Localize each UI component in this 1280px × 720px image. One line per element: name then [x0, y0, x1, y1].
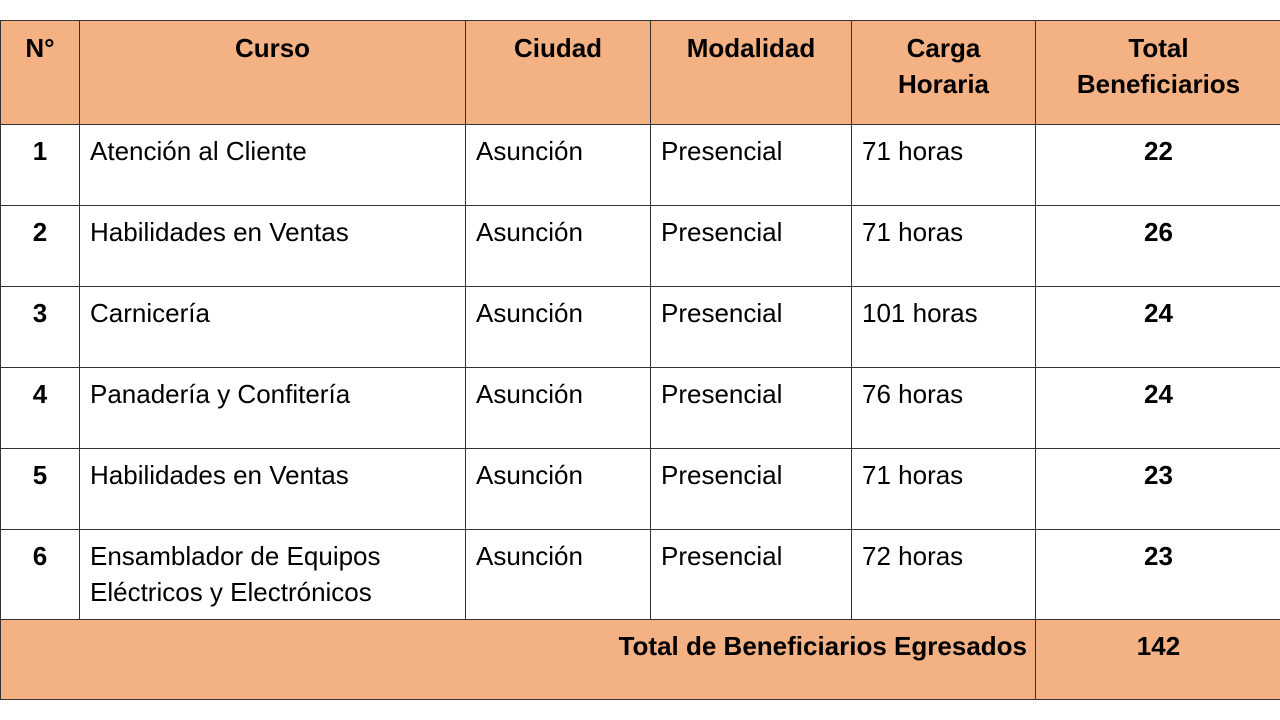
cell-num: 1 — [0, 124, 80, 206]
cell-modalidad: Presencial — [650, 124, 852, 206]
cell-modalidad: Presencial — [650, 529, 852, 620]
cell-total: 23 — [1035, 448, 1280, 530]
cell-total: 24 — [1035, 367, 1280, 449]
cell-curso: Panadería y Confitería — [79, 367, 466, 449]
table-footer: Total de Beneficiarios Egresados 142 — [0, 619, 1280, 700]
total-row: Total de Beneficiarios Egresados 142 — [0, 619, 1280, 700]
table-row: 6 Ensamblador de Equipos Eléctricos y Ele… — [0, 529, 1280, 620]
cell-carga: 101 horas — [851, 286, 1036, 368]
total-label: Total de Beneficiarios Egresados — [0, 619, 1036, 700]
cell-carga: 71 horas — [851, 124, 1036, 206]
header-row: N° Curso Ciudad Modalidad Carga Horaria T… — [0, 20, 1280, 125]
header-num: N° — [0, 20, 80, 125]
table-row: 3 Carnicería Asunción Presencial 101 hor… — [0, 286, 1280, 368]
table-row: 2 Habilidades en Ventas Asunción Presenc… — [0, 205, 1280, 287]
header-carga-line2: Horaria — [897, 69, 990, 99]
cell-num: 3 — [0, 286, 80, 368]
cell-carga: 71 horas — [851, 205, 1036, 287]
cell-curso: Atención al Cliente — [79, 124, 466, 206]
header-total-line2: Beneficiarios — [1076, 69, 1241, 99]
cell-carga: 76 horas — [851, 367, 1036, 449]
table-row: 5 Habilidades en Ventas Asunción Presenc… — [0, 448, 1280, 530]
cell-total: 23 — [1035, 529, 1280, 620]
beneficiaries-table: N° Curso Ciudad Modalidad Carga Horaria T… — [0, 20, 1280, 700]
cell-ciudad: Asunción — [465, 529, 651, 620]
cell-ciudad: Asunción — [465, 448, 651, 530]
cell-ciudad: Asunción — [465, 124, 651, 206]
cell-carga: 71 horas — [851, 448, 1036, 530]
cell-num: 5 — [0, 448, 80, 530]
cell-total: 26 — [1035, 205, 1280, 287]
header-curso: Curso — [79, 20, 466, 125]
header-carga-line1: Carga — [906, 33, 981, 63]
cell-modalidad: Presencial — [650, 448, 852, 530]
cell-modalidad: Presencial — [650, 286, 852, 368]
cell-ciudad: Asunción — [465, 367, 651, 449]
table-header: N° Curso Ciudad Modalidad Carga Horaria T… — [0, 20, 1280, 125]
total-value: 142 — [1035, 619, 1280, 700]
cell-curso-line2: Eléctricos y Electrónicos — [90, 577, 372, 607]
cell-modalidad: Presencial — [650, 367, 852, 449]
cell-total: 24 — [1035, 286, 1280, 368]
cell-num: 2 — [0, 205, 80, 287]
cell-ciudad: Asunción — [465, 286, 651, 368]
cell-curso: Habilidades en Ventas — [79, 205, 466, 287]
cell-curso-line1: Ensamblador de Equipos — [90, 541, 381, 571]
table-row: 4 Panadería y Confitería Asunción Presen… — [0, 367, 1280, 449]
cell-curso: Ensamblador de Equipos Eléctricos y Elect… — [79, 529, 466, 620]
table-row: 1 Atención al Cliente Asunción Presencia… — [0, 124, 1280, 206]
header-ciudad: Ciudad — [465, 20, 651, 125]
cell-curso: Carnicería — [79, 286, 466, 368]
header-total-line1: Total — [1128, 33, 1189, 63]
header-carga-horaria: Carga Horaria — [851, 20, 1036, 125]
cell-total: 22 — [1035, 124, 1280, 206]
cell-num: 4 — [0, 367, 80, 449]
cell-ciudad: Asunción — [465, 205, 651, 287]
header-total-beneficiarios: Total Beneficiarios — [1035, 20, 1280, 125]
table-body: 1 Atención al Cliente Asunción Presencia… — [0, 124, 1280, 620]
cell-carga: 72 horas — [851, 529, 1036, 620]
cell-num: 6 — [0, 529, 80, 620]
header-modalidad: Modalidad — [650, 20, 852, 125]
cell-modalidad: Presencial — [650, 205, 852, 287]
cell-curso: Habilidades en Ventas — [79, 448, 466, 530]
